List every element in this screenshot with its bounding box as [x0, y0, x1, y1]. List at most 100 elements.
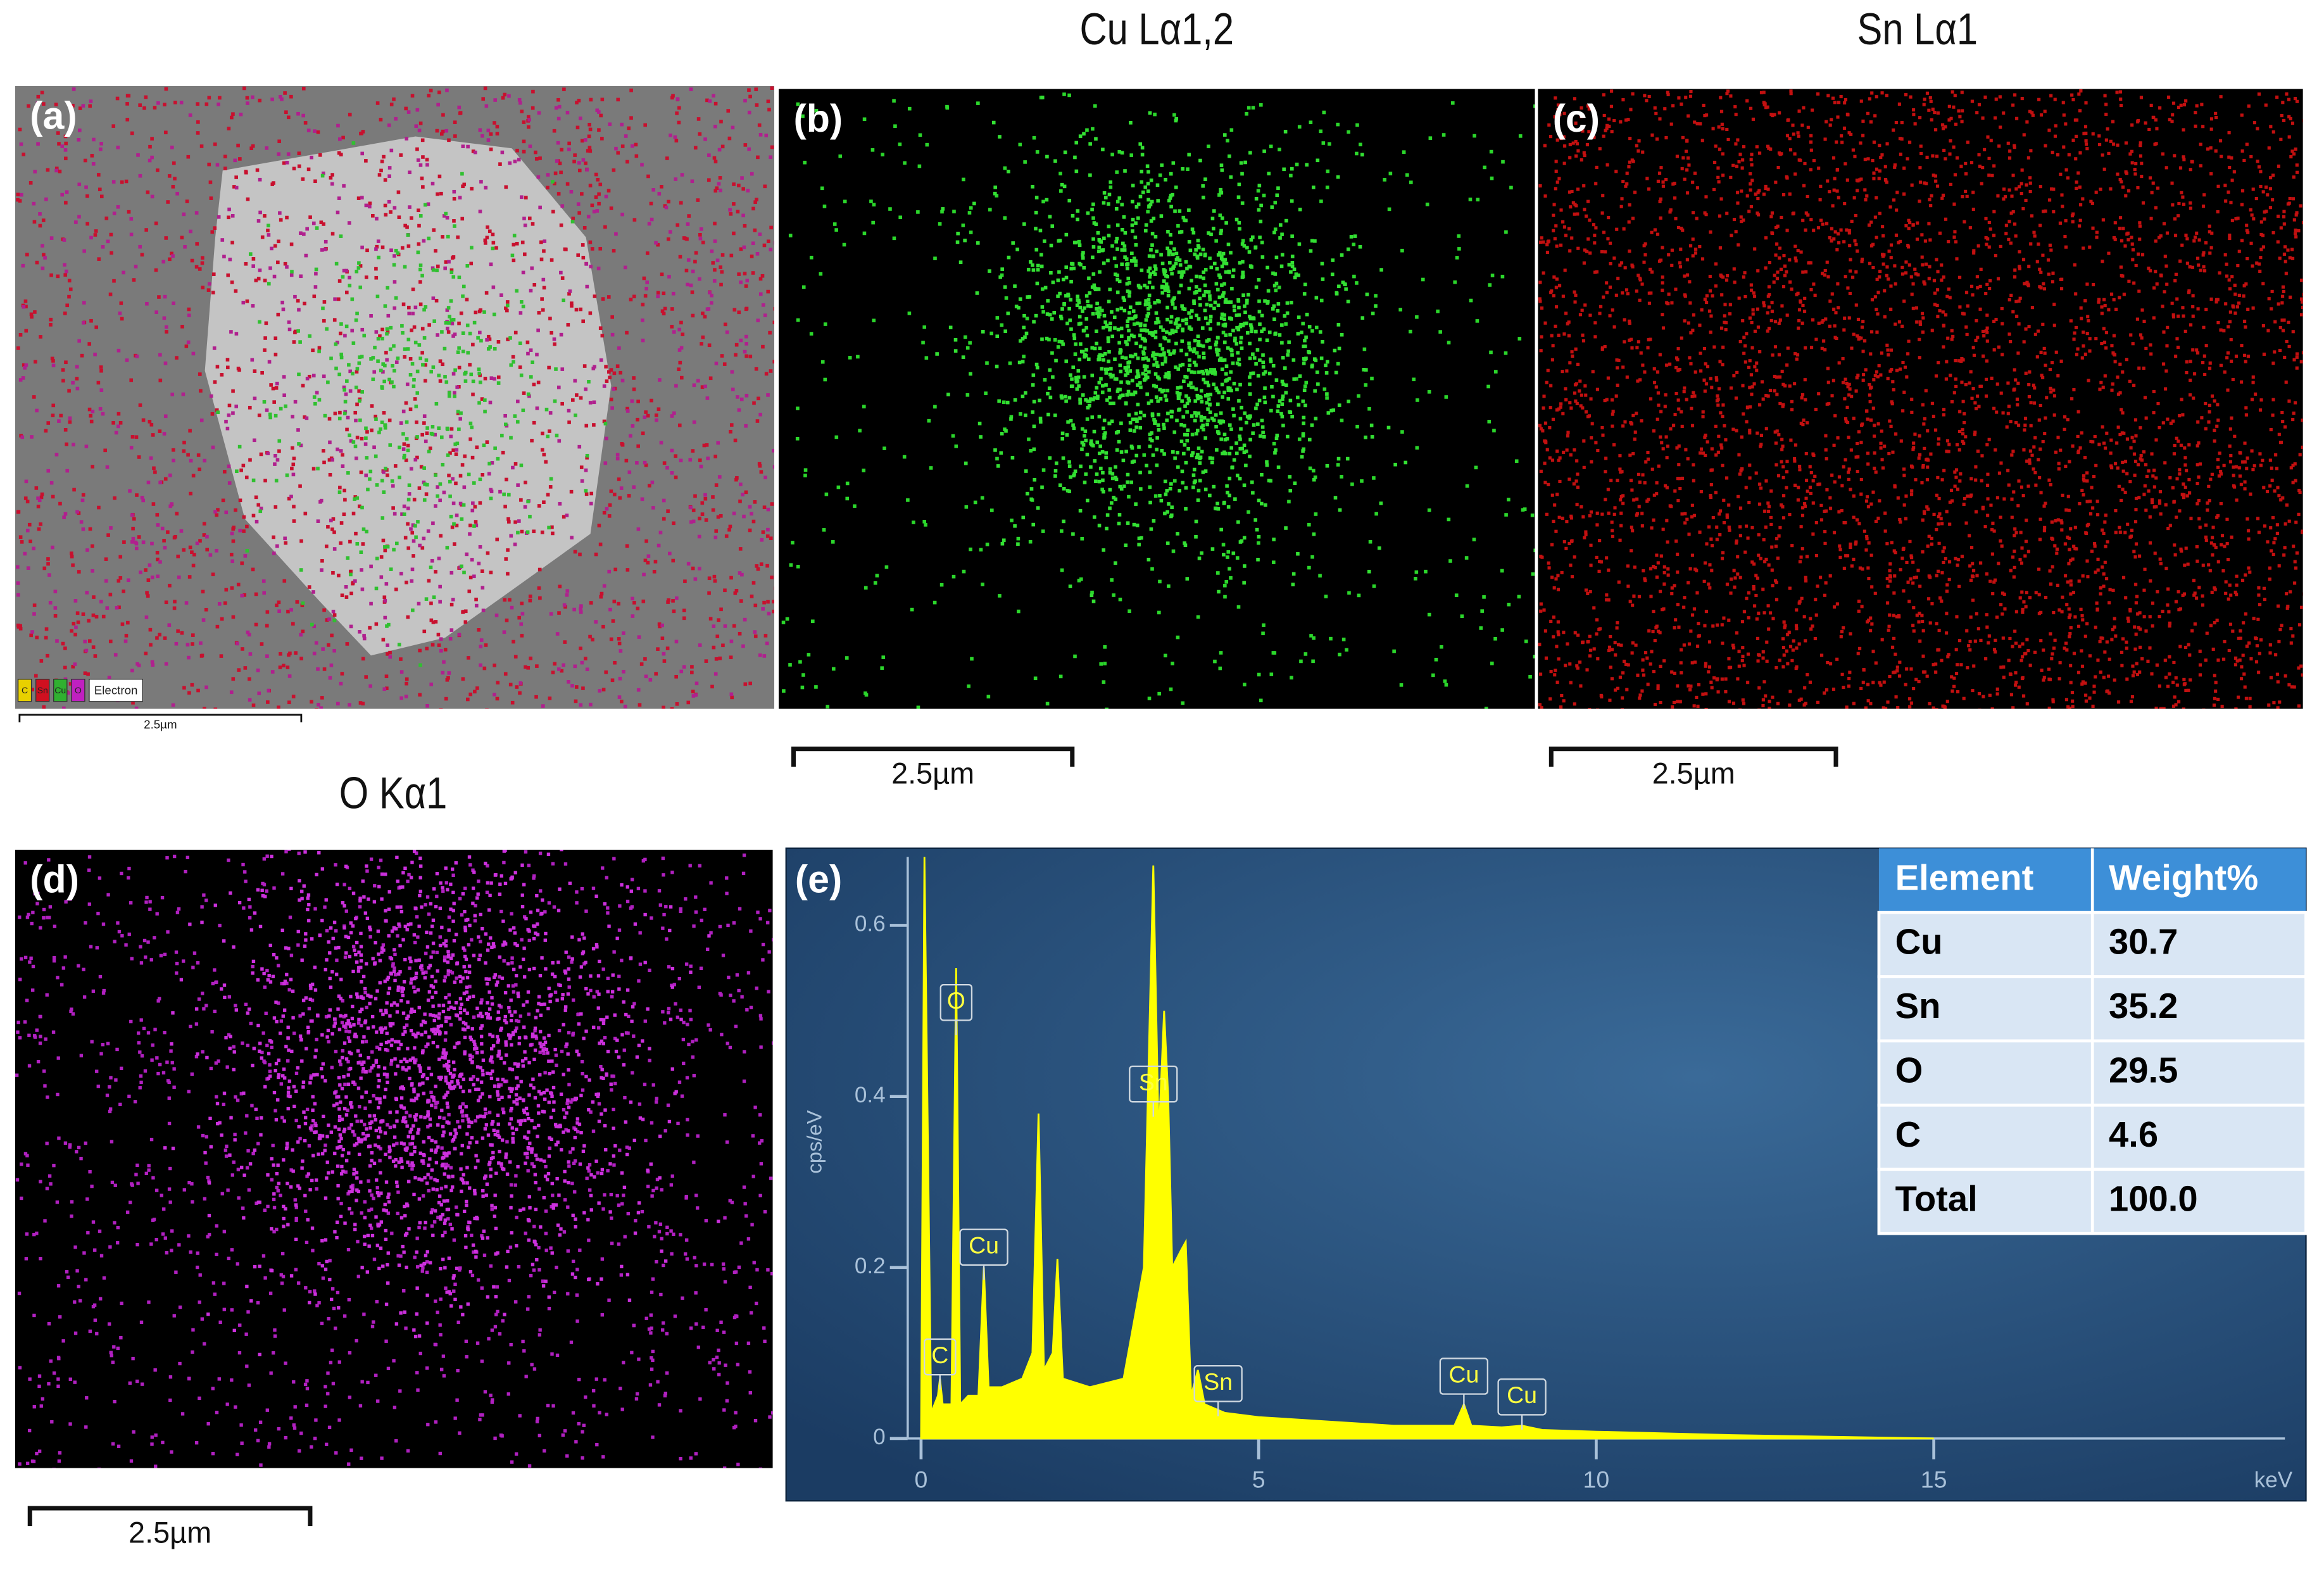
signal-dot	[389, 210, 393, 214]
signal-dot	[796, 318, 800, 322]
signal-dot	[1126, 276, 1131, 280]
signal-dot	[1111, 374, 1115, 377]
signal-dot	[236, 583, 241, 587]
signal-dot	[1134, 341, 1138, 346]
signal-dot	[424, 379, 427, 383]
signal-dot	[567, 141, 571, 146]
signal-dot	[1193, 419, 1197, 423]
signal-dot	[1245, 298, 1249, 303]
signal-dot	[1127, 495, 1131, 499]
signal-dot	[893, 124, 897, 129]
signal-dot	[1134, 263, 1138, 267]
signal-dot	[755, 564, 759, 568]
signal-dot	[1282, 167, 1286, 172]
signal-dot	[2171, 313, 2175, 317]
signal-dot	[1489, 350, 1493, 355]
signal-dot	[306, 167, 311, 172]
signal-dot	[224, 419, 228, 424]
signal-dot	[1148, 111, 1152, 115]
signal-dot	[385, 332, 389, 336]
signal-dot	[289, 273, 294, 277]
signal-dot	[109, 232, 113, 237]
signal-dot	[1269, 479, 1272, 483]
signal-dot	[542, 249, 546, 253]
signal-dot	[567, 292, 571, 296]
signal-dot	[565, 589, 570, 593]
signal-dot	[173, 600, 177, 604]
signal-dot	[601, 624, 605, 629]
signal-dot	[1215, 402, 1220, 406]
signal-dot	[1347, 130, 1350, 134]
signal-dot	[1131, 259, 1135, 263]
signal-dot	[1216, 303, 1221, 308]
signal-dot	[656, 407, 661, 412]
signal-dot	[1190, 453, 1194, 458]
signal-dot	[215, 513, 219, 517]
signal-dot	[2003, 195, 2007, 199]
signal-dot	[700, 342, 703, 346]
signal-dot	[1655, 137, 1659, 141]
signal-dot	[2134, 434, 2138, 438]
signal-dot	[301, 87, 306, 91]
signal-dot	[1105, 398, 1109, 402]
signal-dot	[1146, 306, 1150, 311]
signal-dot	[150, 194, 154, 199]
signal-dot	[1099, 377, 1103, 381]
signal-dot	[1230, 353, 1234, 357]
signal-dot	[1165, 419, 1169, 422]
signal-dot	[424, 305, 428, 309]
signal-dot	[478, 373, 482, 377]
signal-dot	[383, 304, 387, 308]
signal-dot	[482, 310, 486, 314]
signal-dot	[1097, 355, 1101, 359]
signal-dot	[328, 472, 332, 477]
signal-dot	[738, 547, 743, 551]
signal-dot	[2047, 478, 2051, 482]
signal-dot	[130, 669, 134, 672]
signal-dot	[375, 557, 379, 560]
signal-dot	[1026, 491, 1029, 496]
signal-dot	[192, 553, 196, 557]
signal-dot	[343, 334, 347, 337]
signal-dot	[520, 110, 524, 113]
signal-dot	[323, 239, 328, 244]
signal-dot	[1421, 277, 1425, 282]
signal-dot	[1243, 310, 1247, 315]
signal-dot	[814, 685, 818, 689]
signal-dot	[732, 308, 737, 312]
signal-dot	[1014, 305, 1019, 308]
signal-dot	[272, 551, 276, 555]
signal-dot	[526, 665, 531, 670]
signal-dot	[1084, 325, 1088, 330]
signal-dot	[190, 683, 194, 687]
signal-dot	[902, 455, 907, 459]
signal-dot	[1237, 221, 1241, 225]
signal-dot	[518, 101, 522, 105]
signal-dot	[1221, 216, 1224, 220]
signal-dot	[256, 219, 261, 223]
signal-dot	[1686, 684, 1690, 688]
signal-dot	[1347, 591, 1351, 595]
signal-dot	[862, 231, 867, 236]
signal-dot	[1352, 274, 1356, 279]
signal-dot	[1160, 347, 1165, 351]
signal-dot	[693, 146, 698, 150]
signal-dot	[203, 707, 206, 709]
signal-dot	[521, 270, 525, 275]
signal-dot	[39, 335, 42, 339]
signal-dot	[296, 299, 300, 303]
signal-dot	[241, 301, 246, 305]
signal-dot	[187, 575, 192, 579]
signal-dot	[1251, 491, 1255, 495]
signal-dot	[1176, 450, 1179, 455]
signal-dot	[1215, 388, 1219, 393]
signal-dot	[649, 201, 653, 206]
signal-dot	[73, 633, 77, 637]
signal-dot	[513, 414, 517, 418]
signal-dot	[1714, 144, 1718, 148]
signal-dot	[386, 286, 390, 290]
signal-dot	[641, 431, 645, 436]
signal-dot	[449, 268, 454, 272]
signal-dot	[1118, 351, 1122, 355]
signal-dot	[1086, 399, 1090, 403]
